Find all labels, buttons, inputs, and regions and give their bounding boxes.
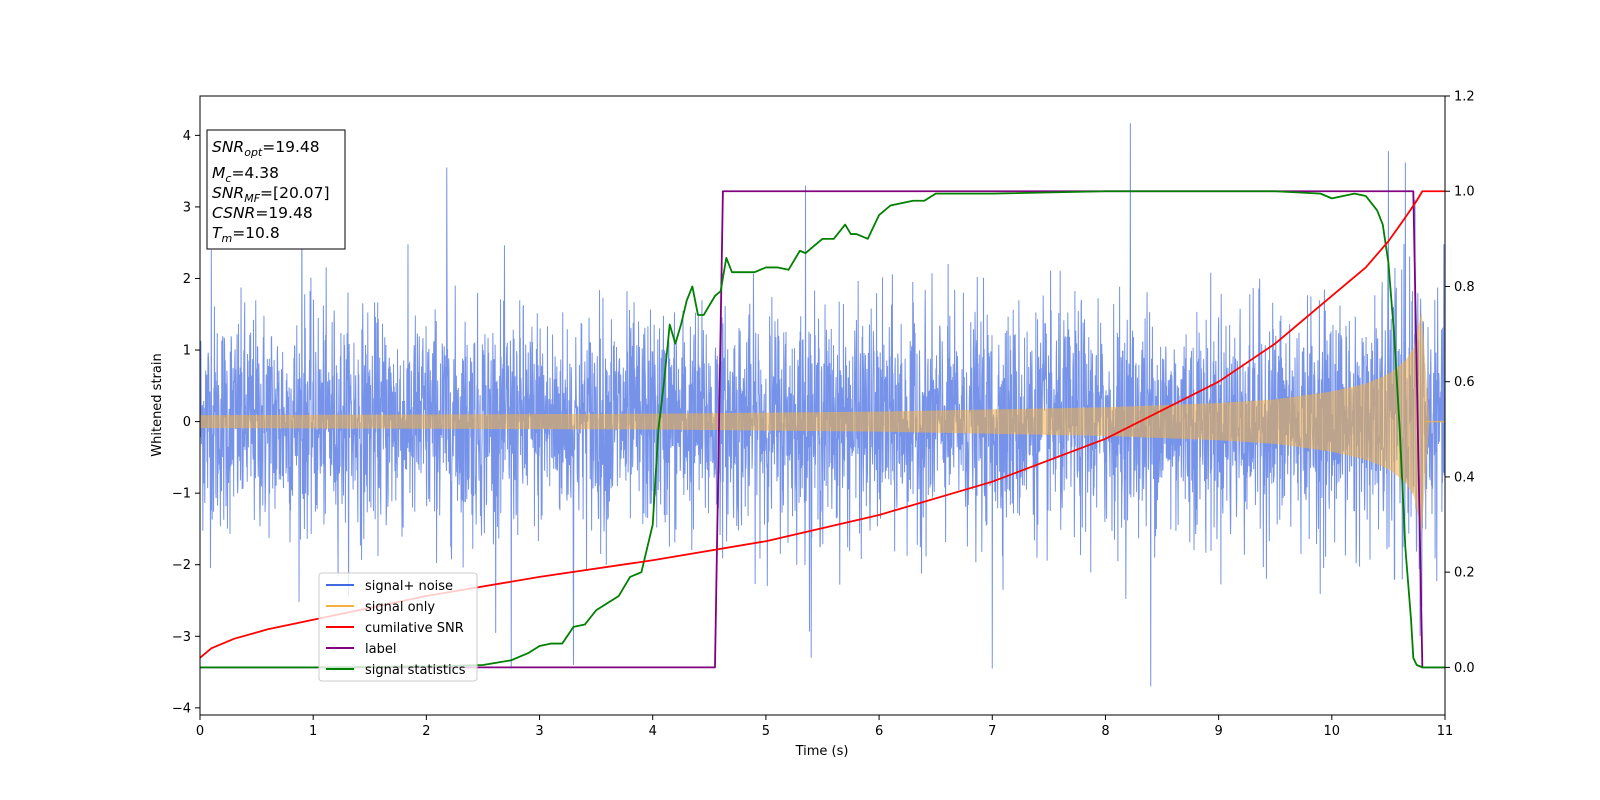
y-right-tick-label: 1.0 — [1454, 185, 1475, 200]
annotation-frame — [206, 129, 346, 250]
x-tick-label: 1 — [309, 724, 317, 739]
annotation-line-snr-opt: SNRopt=19.48 — [212, 138, 320, 159]
x-axis-label: Time (s) — [795, 744, 849, 759]
x-tick-label: 9 — [1214, 724, 1222, 739]
y-right-tick-label: 1.2 — [1454, 90, 1475, 105]
y-left-tick-label: −1 — [172, 487, 191, 502]
y-right-tick-label: 0.6 — [1454, 375, 1475, 390]
legend-label-signal-only: signal only — [365, 600, 435, 615]
y-right-tick-label: 0.0 — [1454, 661, 1475, 676]
y-left-tick-label: −3 — [172, 630, 191, 645]
x-axis-ticks: 0 1 2 3 4 5 6 7 8 9 10 11 — [196, 715, 1453, 739]
legend-frame — [318, 572, 478, 682]
y-left-tick-label: 4 — [183, 129, 191, 144]
annotation-line-mc: Mc=4.38 — [212, 164, 279, 185]
legend-label-label: label — [365, 642, 396, 657]
annotation-line-csnr: CSNR=19.48 — [212, 204, 313, 222]
annotation-box: SNRopt=19.48 Mc=4.38 SNRMF=[20.07] CSNR=… — [206, 129, 346, 250]
signal-only-band — [200, 311, 1445, 532]
legend-label-signal-statistics: signal statistics — [365, 663, 466, 678]
cumulative-snr-line — [200, 190, 1445, 659]
legend-entry-label: label — [326, 642, 396, 657]
annotation-line-snr-mf: SNRMF=[20.07] — [212, 184, 330, 205]
y-left-tick-label: 0 — [183, 415, 191, 430]
x-tick-label: 10 — [1324, 724, 1341, 739]
y-right-tick-label: 0.2 — [1454, 566, 1475, 581]
right-axis-series — [200, 190, 1445, 669]
legend: signal+ noise signal only cumilative SNR… — [318, 572, 478, 682]
y-axis-right-ticks: 1.2 1.0 0.8 0.6 0.4 0.2 0.0 — [1445, 90, 1475, 676]
legend-label-cumulative-snr: cumilative SNR — [365, 621, 464, 636]
x-tick-label: 5 — [762, 724, 770, 739]
signal-statistics-line — [200, 190, 1445, 669]
x-tick-label: 3 — [535, 724, 543, 739]
y-right-tick-label: 0.4 — [1454, 470, 1475, 485]
legend-label-signal-noise: signal+ noise — [365, 579, 453, 594]
y-left-tick-label: 3 — [183, 200, 191, 215]
plot-frame — [199, 95, 1446, 716]
legend-entry-cumulative-snr: cumilative SNR — [326, 621, 464, 636]
y-left-tick-label: −2 — [172, 558, 191, 573]
x-tick-label: 0 — [196, 724, 204, 739]
legend-entry-signal-statistics: signal statistics — [326, 663, 466, 678]
y-right-tick-label: 0.8 — [1454, 280, 1475, 295]
x-tick-label: 8 — [1101, 724, 1109, 739]
x-tick-label: 11 — [1437, 724, 1454, 739]
x-tick-label: 4 — [649, 724, 657, 739]
y-left-tick-label: 2 — [183, 272, 191, 287]
legend-entry-signal-noise: signal+ noise — [326, 579, 453, 594]
y-axis-left-ticks: 4 3 2 1 0 −1 −2 −3 −4 — [172, 129, 200, 716]
x-tick-label: 2 — [422, 724, 430, 739]
y-axis-label: Whitened strain — [150, 353, 165, 456]
legend-entry-signal-only: signal only — [326, 600, 435, 615]
x-tick-label: 6 — [875, 724, 883, 739]
annotation-line-tm: Tm=10.8 — [212, 224, 280, 245]
y-left-tick-label: −4 — [172, 701, 191, 716]
signal-only-series — [200, 311, 1445, 532]
y-left-tick-label: 1 — [183, 344, 191, 359]
x-tick-label: 7 — [988, 724, 996, 739]
